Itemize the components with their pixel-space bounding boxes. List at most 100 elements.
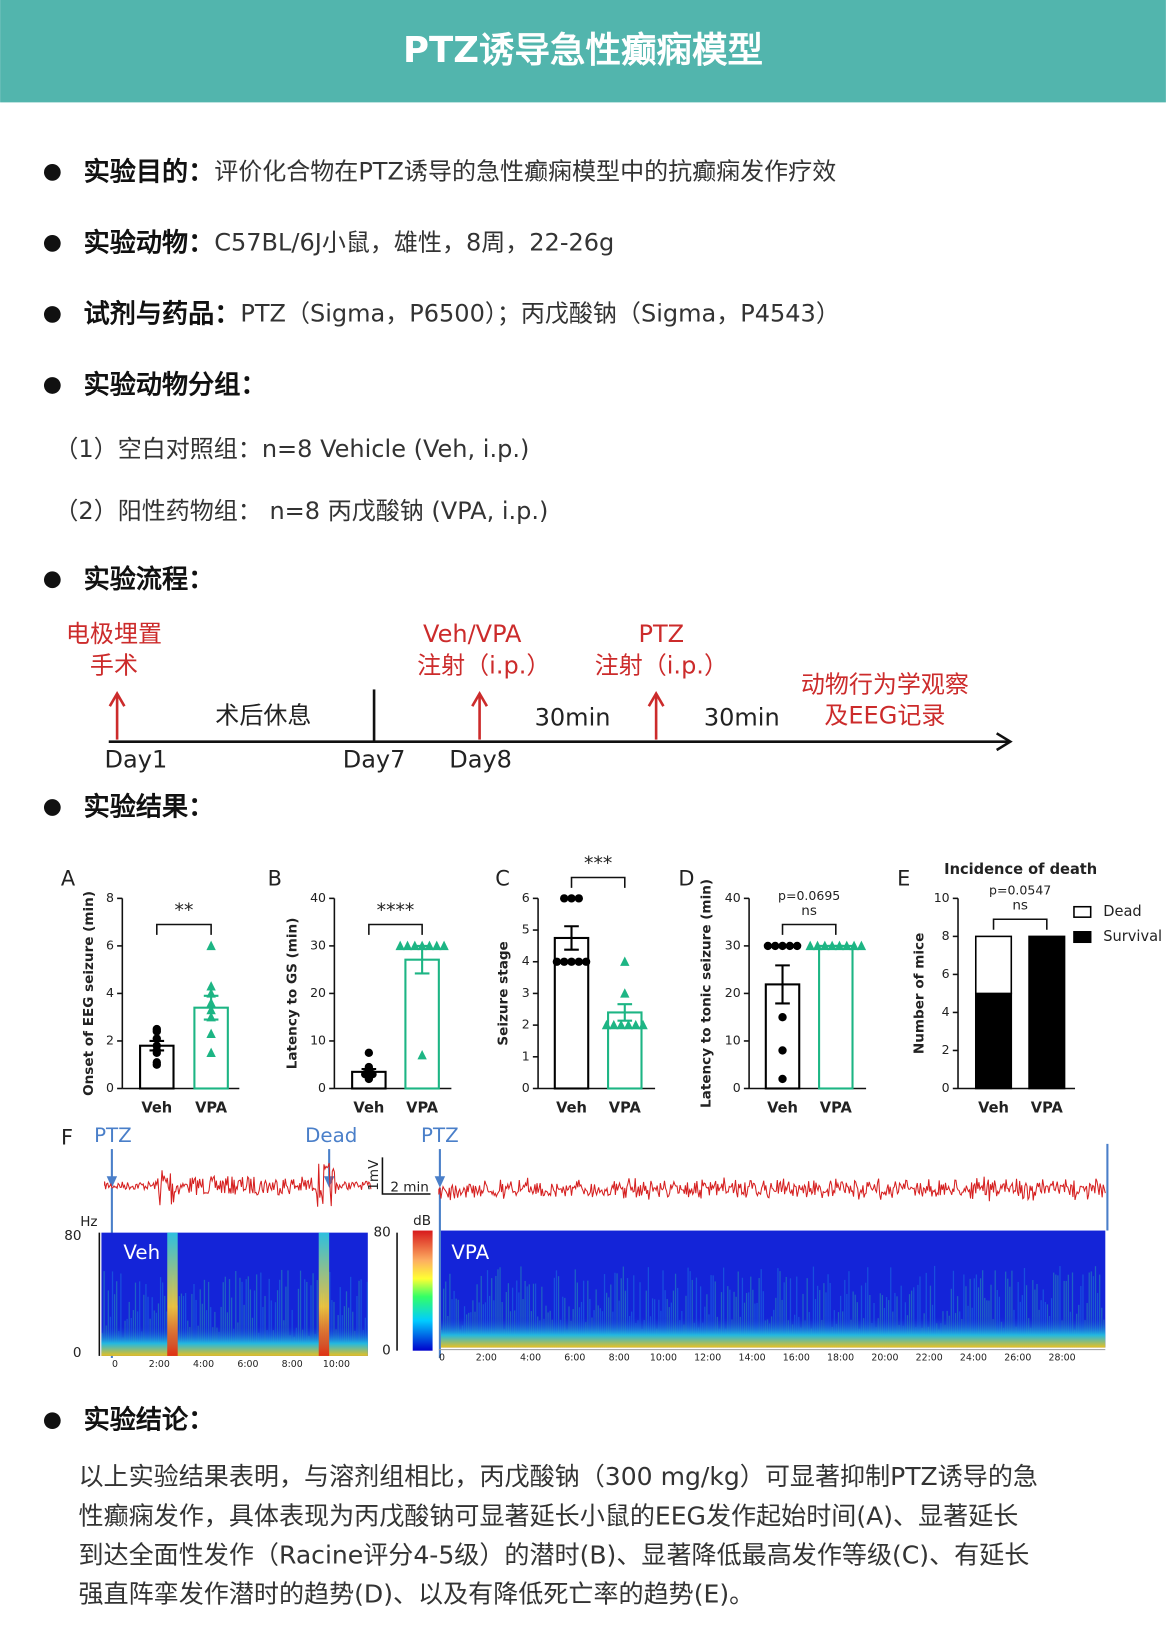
spectrogram-column bbox=[691, 1279, 693, 1348]
timeline-day: Day7 bbox=[343, 745, 406, 773]
x-tick-label: Veh bbox=[353, 1099, 384, 1116]
spectrogram-column bbox=[933, 1265, 936, 1348]
y-tick-label: 5 bbox=[522, 922, 530, 937]
section-heading: 试剂与药品：PTZ（Sigma，P6500）；丙戊酸钠（Sigma，P4543） bbox=[84, 299, 840, 329]
section-label: 实验目的： bbox=[84, 156, 215, 187]
bullet bbox=[43, 377, 61, 394]
group-item: （1）空白对照组：n=8 Vehicle (Veh, i.p.) bbox=[54, 435, 529, 463]
conclusion-line: 到达全面性发作（Racine评分4-5级）的潜时(B)、显著降低最高发作等级(C… bbox=[78, 1540, 1029, 1569]
panel-letter: F bbox=[61, 1126, 73, 1150]
error-bar bbox=[775, 964, 790, 1005]
spectrogram-column bbox=[480, 1275, 482, 1348]
color-bar bbox=[412, 1230, 433, 1351]
data-point bbox=[778, 1074, 787, 1084]
spectrogram-column bbox=[279, 1279, 281, 1356]
data-point bbox=[152, 1060, 161, 1069]
spectrogram-column bbox=[689, 1271, 691, 1348]
spectrogram-column bbox=[779, 1271, 781, 1348]
time-tick-label: 6:00 bbox=[564, 1352, 585, 1363]
data-point bbox=[771, 941, 780, 951]
x-tick-label: Veh bbox=[141, 1099, 172, 1116]
spectrogram-column bbox=[497, 1269, 499, 1348]
spectrogram-column bbox=[741, 1277, 744, 1348]
spectrogram-column bbox=[737, 1271, 739, 1348]
spectrogram-column bbox=[1005, 1271, 1007, 1348]
page-title: PTZ诱导急性癫痫模型 bbox=[403, 30, 763, 71]
spectrogram-column bbox=[975, 1274, 978, 1348]
spectrogram-column bbox=[245, 1279, 247, 1356]
y-tick-label: 10 bbox=[934, 890, 950, 905]
spectrogram-column bbox=[1057, 1275, 1059, 1348]
bar-segment bbox=[974, 935, 1013, 995]
spectrogram-column bbox=[1053, 1272, 1055, 1348]
p-value: p=0.0695 bbox=[778, 888, 840, 903]
spectrogram-column bbox=[207, 1281, 210, 1356]
time-tick-label: 18:00 bbox=[827, 1352, 854, 1363]
spectrogram-column bbox=[1055, 1274, 1057, 1348]
section-text: C57BL/6J小鼠，雄性，8周，22-26g bbox=[214, 228, 614, 256]
data-point bbox=[402, 940, 413, 951]
spectrogram-column bbox=[1023, 1268, 1026, 1348]
spectrogram-column bbox=[445, 1281, 447, 1348]
spectrogram-column bbox=[806, 1278, 808, 1348]
data-point bbox=[152, 1034, 161, 1043]
spectrogram-column bbox=[1036, 1283, 1038, 1348]
section-label: 实验流程： bbox=[84, 563, 215, 594]
spectrogram-column bbox=[777, 1268, 779, 1348]
bullet bbox=[43, 1412, 61, 1430]
spectrogram-column bbox=[532, 1283, 535, 1348]
spectrogram-column bbox=[520, 1266, 522, 1348]
section-heading: 实验流程： bbox=[84, 563, 215, 594]
data-point bbox=[560, 957, 569, 966]
section-label: 实验结果： bbox=[84, 791, 215, 822]
data-point bbox=[623, 1019, 634, 1030]
y-tick-label: 0 bbox=[318, 1080, 326, 1095]
spectrogram-column bbox=[1067, 1274, 1069, 1348]
significance-label: ** bbox=[175, 900, 194, 921]
spectrogram-column bbox=[1099, 1274, 1101, 1348]
y-tick-label: 2 bbox=[942, 1042, 950, 1057]
spectrogram-column bbox=[287, 1270, 289, 1356]
data-point bbox=[395, 940, 405, 951]
spectrogram-column bbox=[829, 1282, 831, 1348]
data-point bbox=[560, 894, 569, 903]
spectrogram-column bbox=[919, 1276, 921, 1348]
p-value: p=0.0547 bbox=[989, 883, 1051, 898]
spectrogram-column bbox=[247, 1276, 249, 1356]
conclusion-line: 强直阵挛发作潜时的趋势(D)、以及有降低死亡率的趋势(E)。 bbox=[78, 1580, 754, 1609]
spectrogram-column bbox=[145, 1284, 147, 1356]
data-point bbox=[778, 1013, 787, 1022]
y-tick-label: 3 bbox=[522, 985, 530, 1000]
x-tick-label: VPA bbox=[1031, 1099, 1064, 1116]
spectrogram-column bbox=[603, 1274, 606, 1348]
spectrogram-column bbox=[256, 1274, 258, 1356]
section-heading: 实验动物分组： bbox=[84, 369, 267, 400]
time-tick-label: 0 bbox=[439, 1352, 445, 1363]
data-point bbox=[820, 940, 830, 951]
spectrogram-column bbox=[760, 1269, 762, 1348]
spectrogram-column bbox=[360, 1279, 362, 1356]
data-point bbox=[206, 1028, 216, 1039]
spectrogram-column bbox=[276, 1290, 279, 1356]
bullet bbox=[43, 235, 61, 252]
timeline-event: 注射（i.p.） bbox=[595, 651, 728, 679]
y-axis-label: Latency to tonic seizure (min) bbox=[698, 879, 714, 1108]
bar-segment bbox=[1028, 935, 1066, 1090]
spectrogram-column bbox=[758, 1278, 760, 1348]
x-tick-label: Veh bbox=[978, 1099, 1009, 1116]
spectrogram-column bbox=[449, 1273, 451, 1348]
spectrogram-column bbox=[103, 1271, 105, 1356]
data-point bbox=[601, 1019, 612, 1030]
data-point bbox=[842, 940, 852, 951]
spectrogram-column bbox=[1063, 1280, 1065, 1348]
spectrogram-column bbox=[633, 1275, 635, 1348]
spectrogram-column bbox=[979, 1278, 982, 1348]
db-tick-label: 0 bbox=[382, 1343, 391, 1359]
spectrogram-column bbox=[827, 1274, 829, 1348]
time-tick-label: 10:00 bbox=[323, 1359, 350, 1370]
timeline-interval: 30min bbox=[704, 704, 780, 732]
spectrogram-column bbox=[329, 1271, 331, 1356]
y-tick-label: 30 bbox=[310, 937, 326, 952]
time-tick-label: 0 bbox=[112, 1359, 118, 1370]
